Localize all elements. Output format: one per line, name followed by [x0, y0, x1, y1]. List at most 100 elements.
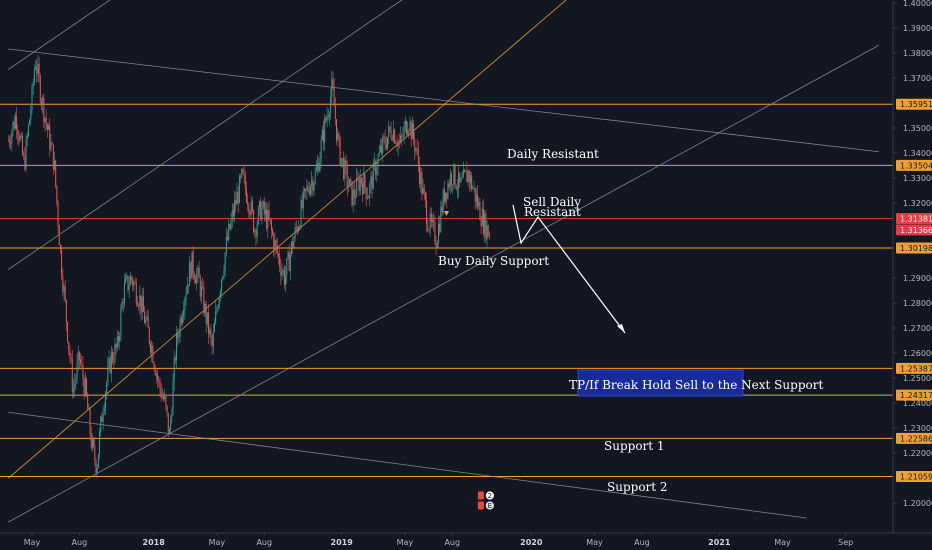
candle-body-300 — [363, 173, 365, 194]
candle-body-45 — [61, 249, 63, 276]
label-tp-box[interactable]: TP/If Break Hold Sell to the Next Suppor… — [569, 378, 823, 392]
label-support-1[interactable]: Support 1 — [604, 439, 665, 453]
candle-body-186 — [228, 224, 230, 240]
label-buy-daily[interactable]: Buy Daily — [438, 254, 497, 268]
sell-zigzag-line[interactable] — [512, 204, 626, 334]
candle-body-232 — [282, 269, 284, 272]
price-label-bg-3 — [896, 224, 932, 236]
x-tick-label-5: 2019 — [331, 538, 354, 547]
y-tick-label-6: 1.33000 — [903, 174, 932, 183]
time-axis-background — [0, 533, 932, 550]
candle-body-354 — [427, 224, 429, 231]
candle-body-242 — [294, 227, 296, 239]
price-axis[interactable]: 1.40000 1.39000 1.38000 1.37000 1.35000 1.340… — [892, 0, 932, 550]
y-tick-label-14: 1.23000 — [903, 424, 932, 433]
price-label-bg-5 — [896, 362, 932, 374]
candle-body-335 — [404, 121, 406, 127]
candle-body-9 — [18, 134, 20, 141]
candle-body-379 — [456, 188, 458, 190]
x-tick-label-12: May — [774, 538, 791, 547]
candle-body-359 — [433, 219, 435, 222]
x-tick-label-8: 2020 — [520, 538, 543, 547]
candle-body-299 — [362, 182, 364, 194]
candle-body-266 — [323, 129, 325, 143]
candle-body-244 — [296, 228, 298, 232]
candle-body-83 — [106, 382, 108, 394]
candle-body-339 — [409, 121, 411, 131]
candle-body-63 — [82, 364, 84, 380]
candle-body-361 — [435, 242, 437, 248]
candle-body-374 — [450, 174, 452, 185]
candle-body-10 — [19, 136, 21, 141]
candle-body-273 — [331, 79, 333, 97]
trend-lines — [8, 0, 880, 523]
candle-body-3 — [11, 131, 13, 144]
candle-body-17 — [27, 124, 29, 136]
candle-body-154 — [190, 262, 192, 279]
candle-body-136 — [168, 429, 170, 433]
candle-body-347 — [418, 164, 420, 185]
candle-body-269 — [326, 115, 328, 122]
candle-body-44 — [59, 245, 61, 250]
candle-body-240 — [292, 241, 294, 249]
candle-body-290 — [351, 180, 353, 206]
candle-body-309 — [373, 161, 375, 163]
candle-body-276 — [334, 106, 336, 120]
price-label-bg-4 — [896, 242, 932, 254]
candle-body-4 — [12, 121, 14, 132]
candle-body-311 — [376, 167, 378, 175]
candle-body-327 — [395, 143, 397, 144]
label-resistant[interactable]: Resistant — [524, 205, 581, 219]
candle-body-94 — [119, 335, 121, 342]
candle-body-351 — [423, 187, 425, 194]
candle-body-224 — [273, 234, 275, 250]
price-axis-background — [893, 0, 932, 550]
candle-body-352 — [424, 193, 426, 201]
label-support-2[interactable]: Support 2 — [607, 480, 668, 494]
tp-box[interactable] — [577, 369, 744, 397]
candle-body-330 — [398, 140, 400, 142]
candle-body-48 — [64, 286, 66, 301]
candle-body-182 — [223, 270, 225, 277]
label-support[interactable]: Support — [500, 254, 549, 268]
candle-body-98 — [123, 282, 125, 304]
drawings — [444, 204, 744, 397]
candle-body-397 — [478, 201, 480, 207]
candle-body-223 — [272, 230, 274, 235]
candle-body-38 — [52, 144, 54, 170]
candle-body-281 — [340, 158, 342, 165]
candle-body-151 — [186, 284, 188, 294]
candle-body-305 — [369, 184, 371, 199]
candle-body-146 — [180, 318, 182, 324]
candle-body-258 — [313, 183, 315, 191]
candle-body-313 — [378, 151, 380, 156]
candle-body-233 — [283, 269, 285, 285]
candle-body-164 — [202, 286, 204, 288]
candle-body-212 — [259, 201, 261, 208]
label-sell-daily[interactable]: Sell Daily — [523, 195, 581, 209]
candle-body-71 — [91, 439, 93, 448]
candle-body-130 — [161, 396, 163, 398]
candle-body-400 — [481, 209, 483, 227]
candle-body-183 — [224, 252, 226, 271]
candle-body-172 — [211, 336, 213, 347]
candle-body-239 — [291, 241, 293, 255]
candle-body-217 — [264, 209, 266, 214]
candle-body-65 — [84, 378, 86, 396]
candle-body-286 — [346, 166, 348, 187]
x-tick-label-1: Aug — [72, 538, 88, 547]
y-tick-label-5: 1.34000 — [903, 149, 932, 158]
candle-body-43 — [58, 225, 60, 246]
candle-body-226 — [275, 240, 277, 246]
y-tick-label-3: 1.37000 — [903, 74, 932, 83]
candle-body-139 — [172, 381, 174, 415]
label-daily-resistant[interactable]: Daily Resistant — [507, 147, 599, 161]
candle-body-160 — [197, 267, 199, 275]
candle-body-29 — [42, 97, 44, 104]
candle-body-32 — [45, 117, 47, 125]
candle-body-221 — [269, 218, 271, 222]
y-tick-label-15: 1.22000 — [903, 449, 932, 458]
candle-body-399 — [480, 220, 482, 227]
time-axis[interactable]: May Aug 2018 May Aug 2019 May Aug 2020 May Aug 2021… — [0, 532, 932, 550]
